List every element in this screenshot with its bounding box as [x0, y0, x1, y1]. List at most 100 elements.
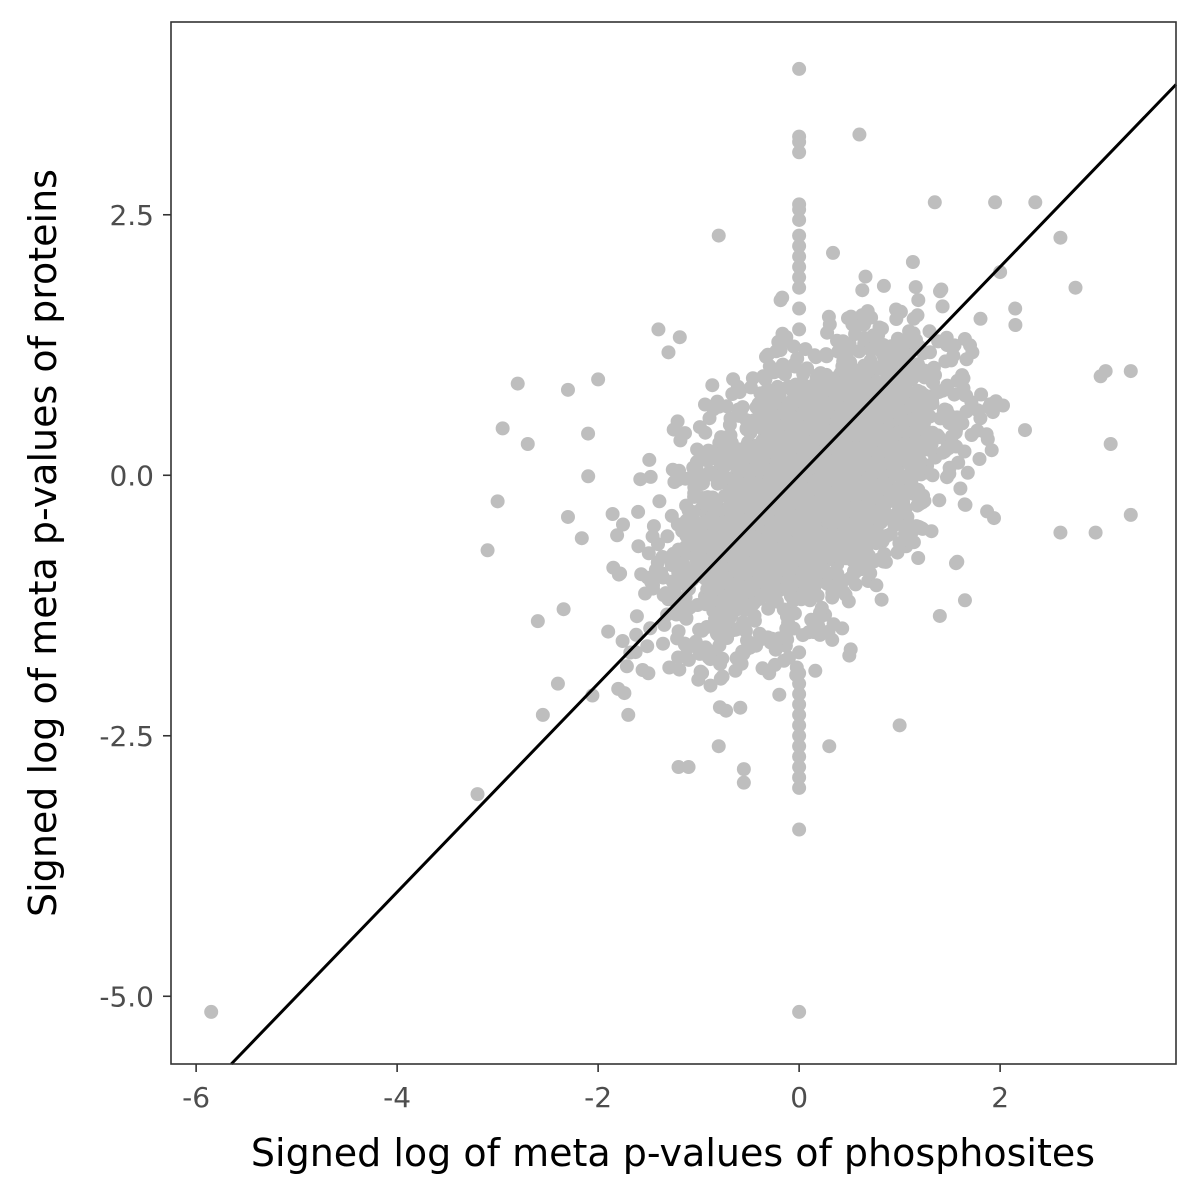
data-point	[821, 309, 836, 324]
data-point	[846, 505, 861, 520]
data-point	[858, 269, 873, 284]
data-point	[913, 389, 927, 404]
data-point	[889, 312, 904, 326]
data-point	[734, 601, 749, 616]
data-point	[779, 533, 794, 548]
data-point	[705, 562, 720, 577]
data-point	[719, 703, 734, 718]
reference-line-layer	[230, 83, 1178, 1066]
data-point	[898, 501, 913, 516]
data-point	[906, 535, 921, 550]
y-tick-label: -2.5	[99, 720, 154, 753]
data-point	[695, 541, 710, 556]
data-point	[786, 593, 801, 608]
data-point	[681, 652, 696, 667]
data-point	[864, 468, 879, 483]
data-point	[804, 559, 819, 574]
data-point	[833, 406, 848, 421]
data-point	[783, 513, 798, 528]
data-point	[830, 566, 845, 581]
data-point	[560, 382, 575, 397]
data-point	[657, 617, 672, 632]
data-point	[740, 633, 754, 648]
data-point	[984, 443, 999, 458]
data-point	[694, 477, 709, 491]
data-point	[574, 531, 589, 546]
data-point	[792, 666, 807, 681]
data-point	[785, 556, 800, 571]
data-point	[754, 483, 769, 498]
data-point	[873, 458, 888, 473]
data-point	[910, 308, 925, 323]
data-point	[876, 554, 891, 569]
data-point	[641, 666, 656, 681]
data-point	[825, 632, 840, 647]
data-point	[755, 661, 770, 676]
data-point	[801, 532, 816, 547]
data-point	[792, 228, 807, 243]
data-point	[778, 466, 793, 481]
data-point	[831, 470, 846, 485]
data-point	[917, 493, 932, 508]
data-point	[560, 509, 575, 524]
data-point	[783, 408, 798, 423]
data-point	[869, 578, 884, 593]
y-tick-label: -5.0	[99, 980, 154, 1013]
data-point	[958, 497, 973, 512]
data-point	[874, 592, 889, 607]
data-point	[901, 517, 916, 532]
data-point	[751, 564, 766, 579]
data-point	[619, 659, 634, 674]
data-point	[910, 464, 925, 479]
data-point	[629, 627, 644, 642]
data-point	[651, 322, 666, 337]
data-point	[814, 389, 829, 404]
data-point	[767, 365, 782, 380]
data-point	[786, 339, 801, 354]
data-point	[932, 493, 947, 508]
data-point	[787, 606, 802, 621]
data-point	[743, 380, 758, 395]
data-point	[980, 432, 995, 447]
data-point	[1088, 525, 1103, 540]
x-tick-label: 0	[790, 1081, 808, 1114]
data-point	[974, 387, 989, 402]
data-point	[581, 426, 596, 441]
data-point	[510, 376, 525, 391]
data-point	[692, 622, 707, 637]
data-point	[792, 645, 807, 660]
data-point	[915, 367, 930, 382]
data-point	[782, 440, 796, 455]
data-point	[611, 681, 626, 696]
data-point	[788, 359, 802, 374]
data-point	[1028, 195, 1043, 210]
data-point	[863, 353, 878, 368]
data-point	[656, 636, 670, 651]
data-point	[803, 593, 817, 608]
data-point	[660, 529, 675, 544]
data-point	[736, 775, 751, 790]
data-point	[701, 494, 716, 509]
data-point	[876, 509, 891, 524]
data-point	[796, 420, 811, 435]
data-point	[713, 671, 728, 686]
data-point	[671, 565, 686, 580]
data-point	[735, 400, 750, 415]
data-point	[644, 575, 659, 589]
data-point	[726, 372, 741, 387]
data-point	[836, 514, 851, 529]
data-point	[495, 421, 510, 436]
data-point	[684, 533, 699, 548]
data-point	[766, 541, 781, 555]
data-point	[633, 472, 648, 487]
data-point	[844, 470, 859, 484]
data-point	[640, 639, 655, 654]
data-point	[755, 401, 770, 416]
data-point	[792, 212, 807, 227]
data-point	[813, 627, 827, 642]
data-point	[792, 134, 807, 149]
data-point	[643, 469, 658, 484]
data-point	[739, 584, 754, 599]
data-point	[841, 525, 855, 540]
x-tick-label: -4	[383, 1081, 411, 1114]
